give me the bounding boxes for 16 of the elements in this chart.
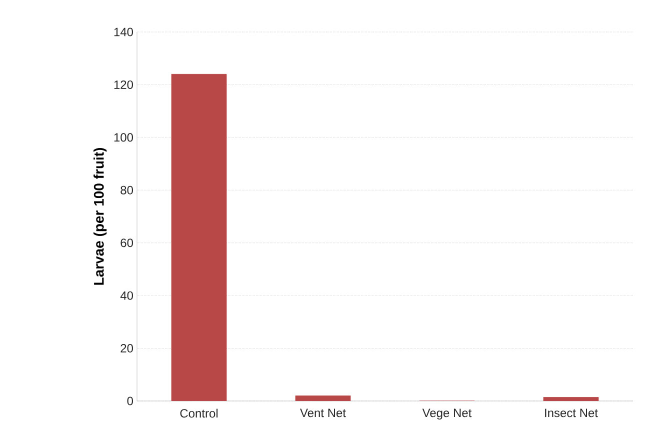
y-tick-label: 20: [120, 344, 134, 353]
x-tick-label: Control: [180, 408, 218, 418]
y-tick-label: 40: [120, 291, 134, 300]
x-tick-label: Vent Net: [300, 408, 346, 418]
bar: [171, 74, 227, 401]
y-tick-label: 60: [120, 238, 134, 248]
y-tick-label: 140: [114, 28, 134, 36]
y-tick-label: 100: [114, 133, 134, 142]
y-axis-title: Larvae (per 100 fruit): [94, 148, 107, 285]
x-tick-label: Vege Net: [422, 408, 472, 420]
bar: [543, 397, 599, 401]
y-tick-label: 80: [120, 186, 134, 194]
bar: [295, 396, 351, 401]
y-tick-label: 120: [114, 80, 134, 89]
x-tick-label: Insect Net: [545, 408, 598, 418]
y-tick-label: 0: [127, 396, 134, 406]
